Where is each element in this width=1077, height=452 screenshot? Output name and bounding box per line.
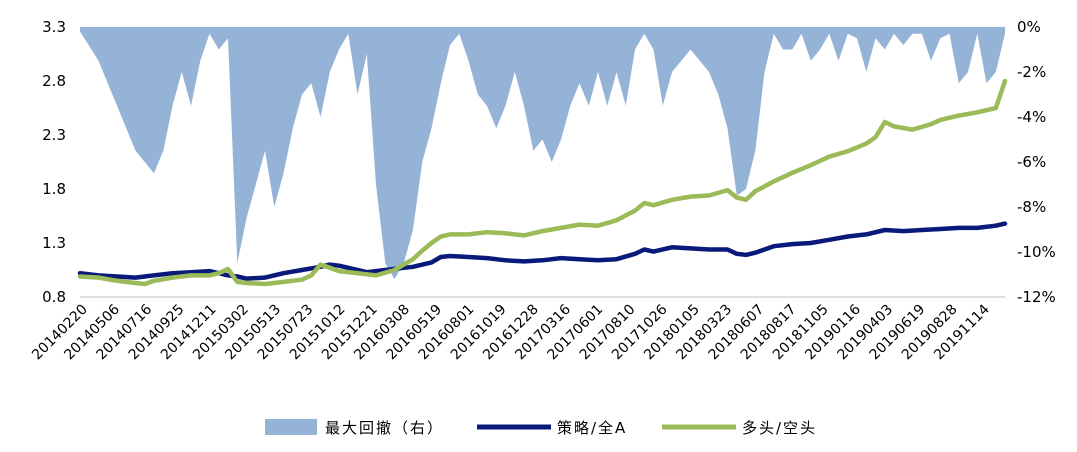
- series-lines-layer: [77, 78, 1008, 287]
- right-axis-tick-label: -8%: [1017, 198, 1046, 216]
- legend: 最大回撤（右） 策略/全A 多头/空头: [265, 419, 817, 437]
- drawdown-area-layer: [80, 27, 1005, 279]
- legend-label: 最大回撤（右）: [325, 419, 444, 437]
- right-axis-tick-label: -2%: [1017, 63, 1046, 81]
- drawdown-area: [80, 27, 1005, 279]
- legend-item: 策略/全A: [477, 419, 627, 437]
- left-axis-tick-label: 0.8: [42, 288, 66, 306]
- left-axis-tick-label: 1.8: [42, 180, 66, 198]
- left-axis-tick-label: 2.3: [42, 126, 66, 144]
- legend-item: 最大回撤（右）: [265, 419, 444, 437]
- legend-label: 策略/全A: [557, 419, 627, 437]
- right-axis-tick-label: -10%: [1017, 243, 1056, 261]
- left-axis-tick-label: 1.3: [42, 234, 66, 252]
- right-axis-tick-label: -4%: [1017, 108, 1046, 126]
- right-axis-tick-label: 0%: [1017, 18, 1041, 36]
- left-axis-tick-label: 3.3: [42, 18, 66, 36]
- right-axis-tick-label: -12%: [1017, 288, 1056, 306]
- legend-label: 多头/空头: [742, 419, 817, 437]
- left-axis-tick-label: 2.8: [42, 72, 66, 90]
- legend-item: 多头/空头: [662, 419, 817, 437]
- long-short-line: [77, 78, 1008, 287]
- legend-swatch-area: [265, 419, 317, 435]
- right-axis-tick-label: -6%: [1017, 153, 1046, 171]
